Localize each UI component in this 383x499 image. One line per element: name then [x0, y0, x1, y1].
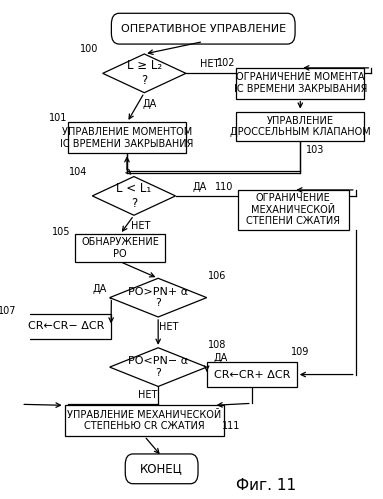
Bar — [236, 112, 364, 141]
Bar — [238, 190, 349, 230]
Text: 107: 107 — [0, 306, 16, 316]
Text: 102: 102 — [216, 58, 235, 68]
Text: ДА: ДА — [193, 182, 207, 192]
Text: УПРАВЛЕНИЕ МЕХАНИЧЕСКОЙ
СТЕПЕНЬЮ CR СЖАТИЯ: УПРАВЛЕНИЕ МЕХАНИЧЕСКОЙ СТЕПЕНЬЮ CR СЖАТ… — [67, 410, 221, 432]
Text: ДА: ДА — [213, 353, 228, 363]
Text: 101: 101 — [49, 112, 67, 123]
Text: 111: 111 — [222, 421, 240, 431]
Text: УПРАВЛЕНИЕ МОМЕНТОМ
IC ВРЕМЕНИ ЗАКРЫВАНИЯ: УПРАВЛЕНИЕ МОМЕНТОМ IC ВРЕМЕНИ ЗАКРЫВАНИ… — [60, 127, 194, 149]
Text: НЕТ: НЕТ — [131, 221, 151, 231]
Text: ОГРАНИЧЕНИЕ МОМЕНТА
IC ВРЕМЕНИ ЗАКРЫВАНИЯ: ОГРАНИЧЕНИЕ МОМЕНТА IC ВРЕМЕНИ ЗАКРЫВАНИ… — [234, 72, 367, 94]
Text: L < L₁
?: L < L₁ ? — [116, 182, 152, 210]
Text: 100: 100 — [80, 44, 98, 54]
Text: 106: 106 — [208, 271, 226, 281]
Polygon shape — [92, 177, 175, 215]
Text: НЕТ: НЕТ — [138, 390, 157, 400]
Polygon shape — [103, 54, 186, 93]
Text: Фиг. 11: Фиг. 11 — [236, 478, 296, 493]
Text: 104: 104 — [69, 167, 88, 177]
Text: CR←CR− ΔCR: CR←CR− ΔCR — [28, 321, 105, 331]
Text: 103: 103 — [306, 145, 324, 155]
Polygon shape — [110, 348, 207, 386]
Text: 105: 105 — [52, 227, 70, 237]
Text: ДА: ДА — [142, 99, 157, 109]
Text: CR←CR+ ΔCR: CR←CR+ ΔCR — [214, 370, 290, 380]
Text: УПРАВЛЕНИЕ
ДРОССЕЛЬНЫМ КЛАПАНОМ: УПРАВЛЕНИЕ ДРОССЕЛЬНЫМ КЛАПАНОМ — [230, 116, 371, 137]
Bar — [236, 68, 364, 99]
Text: ОГРАНИЧЕНИЕ
МЕХАНИЧЕСКОЙ
СТЕПЕНИ СЖАТИЯ: ОГРАНИЧЕНИЕ МЕХАНИЧЕСКОЙ СТЕПЕНИ СЖАТИЯ — [246, 193, 340, 227]
Bar — [75, 235, 165, 261]
Text: PO<PN− α
?: PO<PN− α ? — [128, 356, 188, 378]
Text: 109: 109 — [291, 347, 309, 357]
FancyBboxPatch shape — [125, 454, 198, 484]
Text: КОНЕЦ: КОНЕЦ — [140, 463, 183, 476]
Text: ДА: ДА — [92, 284, 106, 294]
Text: 108: 108 — [208, 340, 226, 350]
Text: L ≥ L₂
?: L ≥ L₂ ? — [127, 59, 162, 87]
Polygon shape — [110, 278, 207, 317]
Bar — [65, 405, 224, 436]
Bar — [21, 313, 111, 339]
Bar — [207, 362, 297, 387]
Text: НЕТ: НЕТ — [200, 59, 220, 69]
Text: PO>PN+ α
?: PO>PN+ α ? — [128, 287, 188, 308]
FancyBboxPatch shape — [111, 13, 295, 44]
Text: ОПЕРАТИВНОЕ УПРАВЛЕНИЕ: ОПЕРАТИВНОЕ УПРАВЛЕНИЕ — [121, 23, 286, 33]
Bar — [68, 122, 186, 153]
Text: НЕТ: НЕТ — [159, 322, 178, 332]
Text: 110: 110 — [215, 183, 233, 193]
Text: ОБНАРУЖЕНИЕ
PO: ОБНАРУЖЕНИЕ PO — [81, 237, 159, 259]
